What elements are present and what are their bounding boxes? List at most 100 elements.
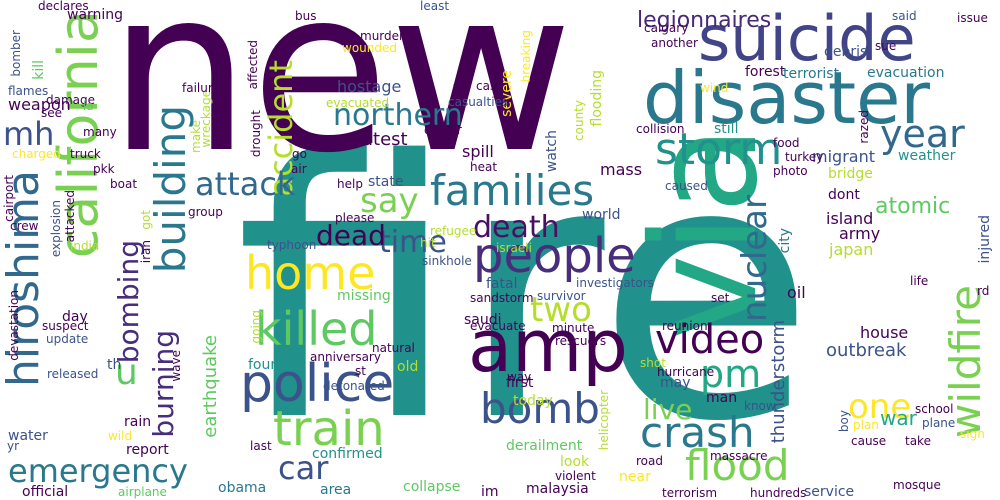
word-weather: weather	[898, 148, 956, 164]
word-new: new	[108, 0, 574, 203]
word-breaking: breaking	[519, 30, 533, 83]
word-hit: hit	[420, 236, 436, 250]
word-another: another	[651, 36, 698, 50]
word-missing: missing	[337, 288, 391, 304]
word-dead: dead	[316, 219, 386, 252]
word-u: u	[115, 352, 138, 393]
word-war: war	[880, 406, 917, 430]
word-bridge: bridge	[828, 166, 873, 182]
word-legionnaires: legionnaires	[637, 8, 772, 33]
word-officer: officer	[424, 123, 462, 137]
word-burning: burning	[147, 330, 180, 438]
word-service: service	[804, 484, 855, 500]
word-derailment: derailment	[506, 438, 583, 454]
word-caused: caused	[665, 179, 708, 193]
word-car: car	[278, 449, 329, 487]
word-rd: rd	[977, 284, 990, 298]
word-minute: minute	[552, 321, 595, 335]
word-devastation: devastation	[7, 290, 21, 361]
word-sandstorm: sandstorm	[470, 291, 534, 305]
word-weapon: weapon	[8, 95, 71, 114]
word-families: families	[430, 166, 595, 215]
word-case: case	[476, 79, 504, 93]
word-one: one	[848, 387, 912, 427]
word-county: county	[572, 100, 586, 141]
word-way: way	[507, 370, 532, 384]
word-explosion: explosion	[49, 200, 63, 258]
word-watch: watch	[544, 130, 560, 173]
word-rt: rt	[452, 78, 467, 99]
word-crew: crew	[10, 219, 39, 233]
word-plane: plane	[922, 416, 956, 430]
word-debris: debris	[824, 44, 868, 60]
word-casualties: casualties	[448, 95, 509, 109]
word-turkey: turkey	[785, 150, 824, 164]
word-investigators: investigators	[576, 276, 654, 290]
word-report: report	[126, 442, 169, 458]
word-terrorist: terrorist	[783, 66, 840, 82]
word-year: year	[880, 112, 965, 156]
word-last: last	[250, 439, 272, 453]
word-northern: northern	[333, 98, 463, 133]
word-la: la	[83, 99, 94, 113]
word-heat: heat	[470, 160, 498, 174]
word-city: city	[777, 228, 793, 254]
word-typhoon: typhoon	[267, 238, 317, 252]
word-earthquake: earthquake	[200, 335, 221, 438]
word-make: make	[189, 120, 203, 153]
word-hundreds: hundreds	[750, 486, 807, 500]
word-affected: affected	[246, 40, 260, 90]
word-know: know	[744, 399, 776, 413]
word-official: official	[22, 484, 69, 500]
word-food: food	[773, 136, 800, 150]
word-sign: sign	[960, 427, 985, 441]
word-army: army	[839, 224, 881, 243]
word-today: today	[513, 393, 553, 409]
word-flood: flood	[685, 441, 790, 490]
word-area: area	[320, 482, 352, 498]
word-warning: warning	[67, 7, 124, 23]
word-dont: dont	[828, 187, 860, 203]
word-wild: wild	[108, 429, 133, 443]
word-anniversary: anniversary	[310, 350, 381, 364]
word-kill: kill	[31, 60, 47, 80]
word-pkk: pkk	[93, 162, 115, 176]
word-video: video	[655, 317, 765, 363]
word-home: home	[245, 246, 376, 300]
word-say: say	[360, 181, 419, 221]
word-least: least	[420, 0, 450, 13]
word-train: train	[273, 401, 385, 457]
word-saudi: saudi	[464, 312, 502, 328]
word-life: life	[910, 274, 929, 288]
word-declares: declares	[38, 0, 89, 13]
word-house: house	[860, 323, 909, 342]
word-injured: injured	[977, 215, 993, 264]
word-atomic: atomic	[875, 194, 951, 219]
word-wind: wind	[700, 81, 729, 95]
word-collapse: collapse	[403, 479, 461, 495]
word-many: many	[83, 125, 117, 139]
word-obama: obama	[218, 480, 267, 496]
word-going: going	[249, 310, 263, 344]
word-terrorism: terrorism	[662, 486, 718, 500]
word-school: school	[915, 402, 954, 416]
word-people: people	[473, 228, 636, 284]
word-rain: rain	[124, 414, 152, 430]
word-outbreak: outbreak	[826, 340, 907, 361]
word-back: back	[178, 29, 207, 43]
word-thunderstorm: thunderstorm	[768, 320, 789, 444]
word-rescuers: rescuers	[555, 334, 607, 348]
word-truck: truck	[70, 147, 101, 161]
word-razed: razed	[857, 110, 871, 144]
word-world: world	[582, 207, 621, 223]
word-israeli: israeli	[496, 241, 532, 255]
word-th: th	[107, 357, 122, 373]
word-suicide: suicide	[698, 2, 916, 75]
word-storm: storm	[655, 124, 783, 175]
word-look: look	[560, 454, 590, 470]
word-fatal: fatal	[486, 276, 518, 292]
word-evacuated: evacuated	[326, 96, 390, 110]
word-air: air	[291, 162, 307, 176]
word-im: im	[481, 484, 499, 500]
